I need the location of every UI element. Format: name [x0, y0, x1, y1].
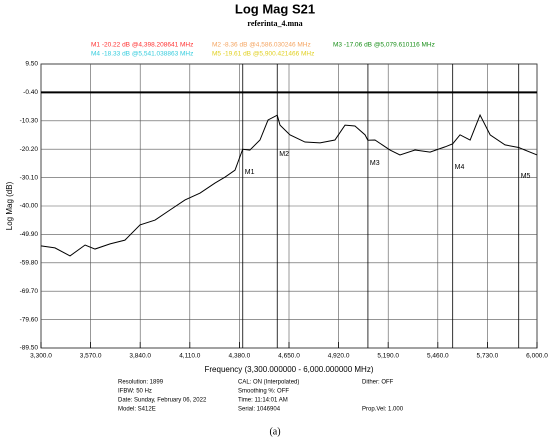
y-tick-label: -10.30 — [20, 118, 39, 125]
marker-readout: M2 -8.36 dB @4,586.030246 MHz — [212, 42, 311, 49]
x-tick-label: 6,000.0 — [526, 353, 548, 360]
chart-subtitle: referinta_4.mna — [247, 19, 302, 28]
y-tick-label: -79.60 — [20, 316, 39, 323]
y-axis-label: Log Mag (dB) — [5, 181, 14, 230]
marker-name: M3 — [370, 160, 380, 167]
marker-name: M4 — [455, 164, 465, 171]
trace-line — [40, 113, 538, 257]
x-tick-label: 3,300.0 — [30, 353, 52, 360]
marker-name: M5 — [521, 173, 531, 180]
x-axis-label: Frequency (3,300.000000 - 6,000.000000 M… — [205, 365, 374, 374]
y-tick-label: -69.70 — [20, 288, 39, 295]
info-text: Model: S412E — [118, 407, 156, 413]
y-tick-label: -40.00 — [20, 203, 39, 210]
y-tick-label: -49.90 — [20, 231, 39, 238]
x-tick-label: 5,730.0 — [477, 353, 499, 360]
info-text: Time: 11:14:01 AM — [238, 398, 288, 404]
marker-readout: M3 -17.06 dB @5,079.610116 MHz — [333, 42, 435, 49]
info-text: IFBW: 50 Hz — [118, 389, 152, 395]
y-tick-label: -89.50 — [20, 345, 39, 352]
y-tick-label: -0.40 — [23, 89, 38, 96]
info-text: Smoothing %: OFF — [238, 389, 289, 395]
y-tick-label: -30.10 — [20, 174, 39, 181]
x-tick-label: 4,920.0 — [328, 353, 350, 360]
y-tick-label: -59.80 — [20, 260, 39, 267]
x-tick-label: 5,190.0 — [377, 353, 399, 360]
x-tick-label: 4,380.0 — [229, 353, 251, 360]
y-tick-label: -20.20 — [20, 146, 39, 153]
x-tick-label: 3,840.0 — [129, 353, 151, 360]
marker-readout: M1 -20.22 dB @4,398.208641 MHz — [91, 42, 193, 49]
info-text: Serial: 1046904 — [238, 407, 281, 413]
marker-name: M2 — [279, 151, 289, 158]
x-tick-label: 4,110.0 — [179, 353, 201, 360]
info-text: Resolution: 1899 — [118, 380, 164, 386]
caption: (a) — [269, 426, 280, 437]
chart-title: Log Mag S21 — [235, 1, 315, 16]
marker-readout: M5 -19.61 dB @5,900.421466 MHz — [212, 51, 314, 58]
info-text: Date: Sunday, February 06, 2022 — [118, 398, 207, 404]
x-tick-label: 5,460.0 — [427, 353, 449, 360]
marker-name: M1 — [245, 169, 255, 176]
x-tick-label: 3,570.0 — [80, 353, 102, 360]
info-text: Prop.Vel: 1.000 — [362, 407, 404, 413]
info-text: CAL: ON (Interpolated) — [238, 380, 299, 386]
marker-readout: M4 -18.33 dB @5,541.038863 MHz — [91, 51, 193, 58]
info-text: Dither: OFF — [362, 380, 394, 386]
x-tick-label: 4,650.0 — [278, 353, 300, 360]
y-tick-label: 9.50 — [25, 61, 38, 68]
